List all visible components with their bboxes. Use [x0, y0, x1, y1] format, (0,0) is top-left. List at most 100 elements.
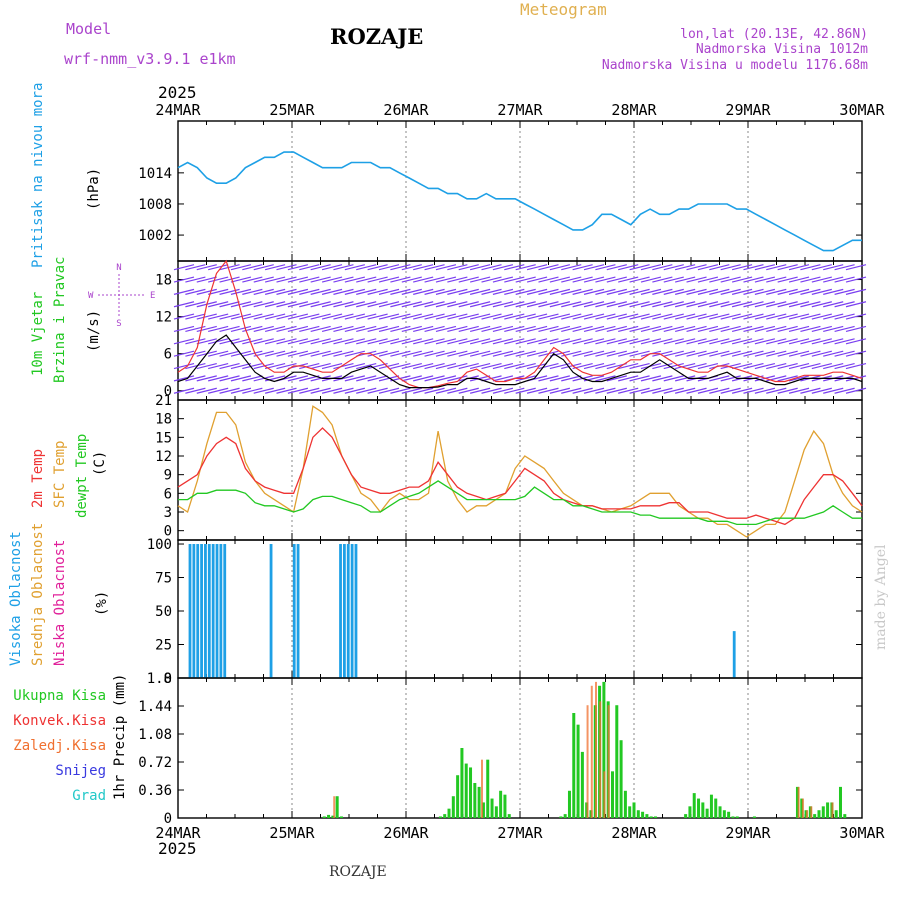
- wind-barb: [196, 313, 217, 320]
- wind-barb: [390, 362, 411, 370]
- wind-barb: [526, 276, 548, 283]
- wind-barb: [344, 313, 365, 320]
- wind-barb: [561, 338, 582, 345]
- wind-barb: [276, 325, 297, 333]
- wind-barb: [572, 325, 593, 333]
- wind-barb: [321, 301, 343, 308]
- wind-barb: [686, 338, 707, 345]
- wind-barb: [595, 276, 616, 283]
- precip-bar: [619, 740, 623, 818]
- wind-barb: [447, 362, 468, 370]
- top-date-label: 28MAR: [611, 101, 657, 119]
- wind-barb: [709, 387, 730, 394]
- wind-barb: [629, 301, 650, 308]
- wind-barb: [561, 375, 582, 382]
- wind-barb: [208, 362, 229, 370]
- wind-barb: [413, 276, 434, 283]
- wind-barb: [675, 313, 696, 320]
- wind-barb: [766, 325, 787, 333]
- wind-barb: [447, 338, 468, 345]
- wind-barb: [333, 288, 354, 295]
- wind-barb: [572, 301, 593, 308]
- wind-barb: [413, 350, 434, 357]
- wind-barb: [652, 375, 673, 382]
- precip-bar: [838, 786, 842, 818]
- wind-barb: [219, 325, 240, 333]
- wind-barb: [720, 338, 741, 345]
- cloud-bar: [339, 544, 342, 678]
- wind-barb: [823, 387, 844, 394]
- wind-barb: [583, 288, 605, 295]
- wind-barb: [458, 288, 479, 295]
- wind-barb: [800, 264, 821, 271]
- wind-barb: [583, 276, 605, 283]
- wind-barb: [378, 313, 400, 320]
- wind-barb: [618, 313, 639, 320]
- wind-barb: [401, 288, 422, 295]
- precip-bar: [826, 802, 830, 818]
- wind-barb: [310, 313, 331, 320]
- wind-barb: [321, 264, 343, 271]
- wind-barb: [287, 313, 309, 320]
- wind-barb: [173, 387, 195, 394]
- wind-barb: [367, 325, 388, 333]
- model-label: Model: [66, 20, 111, 38]
- precip-bar: [477, 786, 481, 818]
- wind-barb: [686, 288, 707, 295]
- wind-barb: [629, 276, 650, 283]
- wind-barb: [287, 301, 309, 308]
- precip-bar: [727, 811, 731, 818]
- wind-barb: [743, 325, 764, 333]
- wind-barb: [629, 375, 650, 382]
- wind-barb: [549, 375, 571, 382]
- y-tick-label: 1.08: [138, 727, 172, 743]
- wind-barb: [754, 325, 776, 333]
- wind-barb: [720, 387, 741, 394]
- wind-barb: [173, 276, 195, 283]
- temp-ylabel-2: SFC Temp: [52, 441, 68, 508]
- precip-bar: [810, 806, 813, 818]
- dewpoint-line: [178, 480, 862, 526]
- wind-barb: [675, 276, 696, 283]
- bottom-date-label: 27MAR: [497, 824, 543, 842]
- wind-barb: [709, 338, 730, 345]
- precip-bar: [595, 681, 597, 818]
- product-title: Meteogram: [520, 0, 607, 19]
- wind-barb: [424, 264, 445, 271]
- wind-barb: [731, 276, 753, 283]
- precip-bar: [499, 790, 503, 818]
- cloud-ylabel-1: Visoka Oblacnost: [8, 531, 24, 666]
- wind-barb: [367, 276, 388, 283]
- wind-barb: [743, 276, 764, 283]
- wind-barb: [834, 350, 855, 357]
- wind-barb: [401, 313, 422, 320]
- wind-barb: [549, 350, 571, 357]
- legend-freezing-rain: Zaledj.Kisa: [13, 738, 106, 754]
- wind-panel: 0 6 12 18: [155, 259, 867, 401]
- wind-barb: [196, 264, 217, 271]
- wind-barb: [469, 325, 491, 333]
- wind-barb: [823, 301, 844, 308]
- wind-barb: [697, 276, 719, 283]
- wind-barb: [264, 362, 286, 370]
- wind-barb: [469, 288, 491, 295]
- wind-barb: [344, 362, 365, 370]
- wind-barb: [435, 288, 457, 295]
- wind-barb: [675, 338, 696, 345]
- wind-barb: [367, 313, 388, 320]
- precip-bar: [801, 798, 804, 818]
- wind-barb: [743, 350, 764, 357]
- wind-barb: [230, 387, 252, 394]
- wind-barb: [834, 325, 855, 333]
- wind-barb: [208, 325, 229, 333]
- wind-barb: [572, 276, 593, 283]
- wind-barb: [390, 338, 411, 345]
- wind-barb: [538, 264, 559, 271]
- wind-barb: [458, 325, 479, 333]
- y-tick-label: 3: [164, 505, 172, 521]
- wind-barb: [401, 375, 422, 382]
- wind-barb: [413, 375, 434, 382]
- bottom-date-label: 30MAR: [839, 824, 885, 842]
- station-title: ROZAJE: [330, 24, 423, 49]
- wind-barb: [652, 350, 673, 357]
